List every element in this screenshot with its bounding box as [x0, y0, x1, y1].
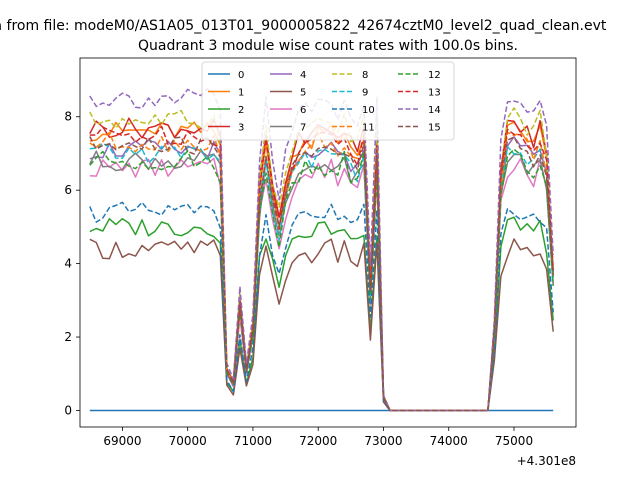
legend-label-0: 0 — [238, 70, 244, 81]
legend-label-4: 4 — [300, 70, 306, 81]
legend-box — [201, 61, 455, 141]
x-tick-label-73000: 73000 — [364, 434, 402, 448]
x-tick-label-74000: 74000 — [430, 434, 468, 448]
y-tick-label-6: 6 — [64, 183, 72, 197]
legend-label-6: 6 — [300, 105, 306, 116]
x-tick-label-69000: 69000 — [103, 434, 141, 448]
y-tick-label-2: 2 — [64, 330, 72, 344]
x-tick-label-71000: 71000 — [234, 434, 272, 448]
x-tick-label-72000: 72000 — [299, 434, 337, 448]
legend-label-12: 12 — [428, 70, 441, 81]
y-tick-label-8: 8 — [64, 110, 72, 124]
legend-label-14: 14 — [428, 105, 441, 116]
x-tick-label-75000: 75000 — [495, 434, 533, 448]
series-line-15 — [89, 136, 554, 412]
figure-suptitle: ta from file: modeM0/AS1A05_013T01_90000… — [0, 18, 607, 34]
plot-area — [79, 57, 577, 428]
legend-label-11: 11 — [362, 123, 375, 134]
x-tick-label-70000: 70000 — [169, 434, 207, 448]
series-line-10 — [89, 201, 554, 412]
axes-frame — [79, 57, 577, 428]
legend-label-2: 2 — [238, 105, 244, 116]
legend-label-10: 10 — [362, 105, 375, 116]
y-tick-label-0: 0 — [64, 403, 72, 417]
legend-label-9: 9 — [362, 88, 368, 99]
legend-label-5: 5 — [300, 88, 306, 99]
legend-label-7: 7 — [300, 123, 306, 134]
x-offset-label: +4.301e8 — [517, 454, 576, 468]
legend-label-3: 3 — [238, 123, 244, 134]
legend-label-1: 1 — [238, 88, 244, 99]
axes-group: 69000 70000 71000 72000 73000 74000 75000 0 2 4 6 8… — [64, 110, 576, 468]
legend-label-13: 13 — [428, 88, 441, 99]
chart-title: Quadrant 3 module wise count rates with … — [138, 38, 518, 54]
legend-label-8: 8 — [362, 70, 368, 81]
y-tick-label-4: 4 — [64, 257, 72, 271]
legend-label-15: 15 — [428, 123, 441, 134]
